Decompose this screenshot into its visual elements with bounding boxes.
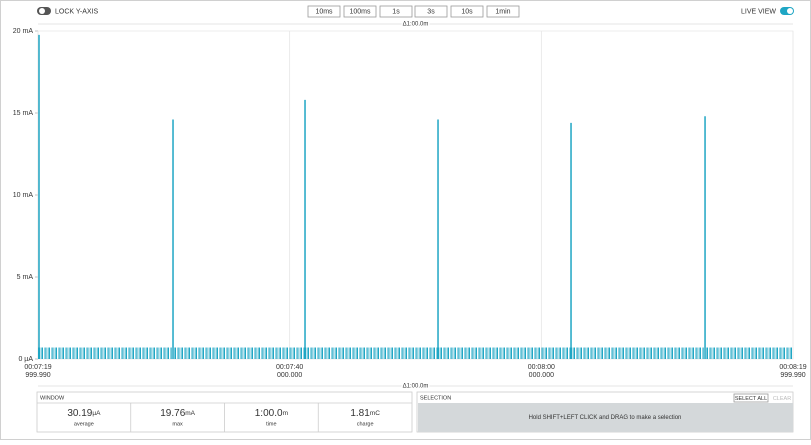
stat-unit: mC	[370, 410, 380, 417]
x-tick-label: 00:08:00	[528, 364, 555, 371]
zoom-button[interactable]: 1min	[486, 5, 520, 18]
clear-button[interactable]: CLEAR	[773, 396, 791, 402]
stat-unit: mA	[185, 410, 195, 417]
stat-unit: m	[283, 410, 288, 417]
button-label: 1s	[392, 8, 400, 15]
stat-number: 19.76	[160, 408, 185, 419]
button-label: 10s	[461, 8, 473, 15]
stat-label: max	[172, 421, 183, 427]
selection-area[interactable]	[418, 403, 793, 432]
x-tick-label: 00:07:19	[24, 364, 51, 371]
stat-number: 1:00.0	[255, 408, 283, 419]
button-label: 1min	[495, 8, 510, 15]
y-tick-label: 5 mA	[17, 274, 34, 281]
button-box	[486, 5, 520, 18]
button-box	[414, 5, 448, 18]
x-tick-label: 00:07:40	[276, 364, 303, 371]
live-view-label: LIVE VIEW	[741, 8, 776, 15]
zoom-button[interactable]: 100ms	[343, 5, 377, 18]
select-all-button[interactable]: SELECT ALL	[733, 393, 769, 403]
stat-label: average	[74, 421, 94, 427]
select-all-label: SELECT ALL	[735, 396, 767, 402]
lock-label: LOCK Y-AXIS	[55, 8, 99, 15]
live-toggle[interactable]	[780, 7, 794, 15]
x-tick-sublabel: 000.000	[529, 372, 554, 379]
stat-unit: µA	[92, 410, 101, 417]
y-tick-label: 20 mA	[13, 28, 34, 35]
x-tick-sublabel: 999.990	[25, 372, 50, 379]
window-title: WINDOW	[40, 395, 65, 401]
selection-title: SELECTION	[420, 395, 451, 401]
stat-label: time	[266, 421, 276, 427]
lock-toggle[interactable]	[37, 7, 51, 15]
window-label: Δ1:00.0m	[403, 22, 429, 28]
zoom-button[interactable]: 10ms	[307, 5, 341, 18]
stat-label: charge	[357, 421, 374, 427]
x-tick-sublabel: 000.000	[277, 372, 302, 379]
stat-number: 1.81	[350, 408, 370, 419]
button-label: 100ms	[349, 8, 371, 15]
button-box	[307, 5, 341, 18]
button-box	[343, 5, 377, 18]
stat-value: 1:00.0m	[255, 408, 288, 419]
window-label: Δ1:00.0m	[403, 384, 429, 390]
x-tick-sublabel: 999.990	[780, 372, 805, 379]
button-box	[379, 5, 413, 18]
stat-value: 1.81mC	[350, 408, 380, 419]
y-tick-label: 10 mA	[13, 192, 34, 199]
stat-value: 30.19µA	[67, 408, 101, 419]
button-label: 10ms	[315, 8, 333, 15]
button-box	[450, 5, 484, 18]
zoom-button[interactable]: 1s	[379, 5, 413, 18]
zoom-button[interactable]: 3s	[414, 5, 448, 18]
y-tick-label: 15 mA	[13, 110, 34, 117]
zoom-button[interactable]: 10s	[450, 5, 484, 18]
baseline-noise	[38, 347, 793, 359]
x-tick-label: 00:08:19	[779, 364, 806, 371]
button-label: 3s	[427, 8, 435, 15]
stat-number: 30.19	[67, 408, 92, 419]
stat-value: 19.76mA	[160, 408, 195, 419]
selection-hint: Hold SHIFT+LEFT CLICK and DRAG to make a…	[529, 415, 682, 421]
y-tick-label: 0 µA	[18, 356, 33, 363]
